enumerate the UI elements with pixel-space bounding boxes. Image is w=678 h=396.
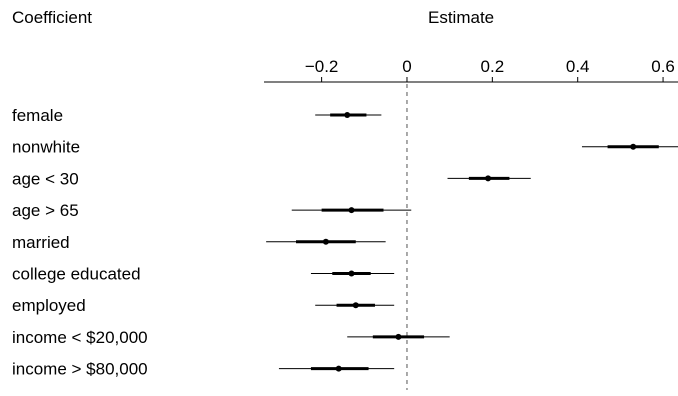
coefficient-label: employed xyxy=(12,296,86,315)
estimate-point xyxy=(395,333,402,340)
coefficient-label: income > $80,000 xyxy=(12,360,148,379)
estimate-point xyxy=(485,175,492,182)
estimate-point xyxy=(348,270,355,277)
x-tick-label: 0.4 xyxy=(566,57,590,76)
coefficient-label: married xyxy=(12,233,70,252)
coefficient-header: Coefficient xyxy=(12,8,93,27)
x-tick-label: 0.6 xyxy=(651,57,675,76)
estimate-point xyxy=(335,365,342,372)
estimate-header: Estimate xyxy=(428,8,495,27)
coefficient-label: nonwhite xyxy=(12,138,80,157)
coefficient-label: income < $20,000 xyxy=(12,328,148,347)
x-tick-label: 0.2 xyxy=(481,57,505,76)
coefficient-label: age < 30 xyxy=(12,169,79,188)
coefficient-label: age > 65 xyxy=(12,201,79,220)
coefficient-label: female xyxy=(12,106,63,125)
estimate-point xyxy=(322,238,329,245)
estimate-point xyxy=(344,112,351,118)
coefficient-label: college educated xyxy=(12,265,141,284)
x-tick-label: −0.2 xyxy=(305,57,339,76)
x-tick-label: 0 xyxy=(402,57,411,76)
estimate-point xyxy=(352,302,359,309)
estimate-point xyxy=(348,207,355,214)
estimate-point xyxy=(630,143,637,150)
